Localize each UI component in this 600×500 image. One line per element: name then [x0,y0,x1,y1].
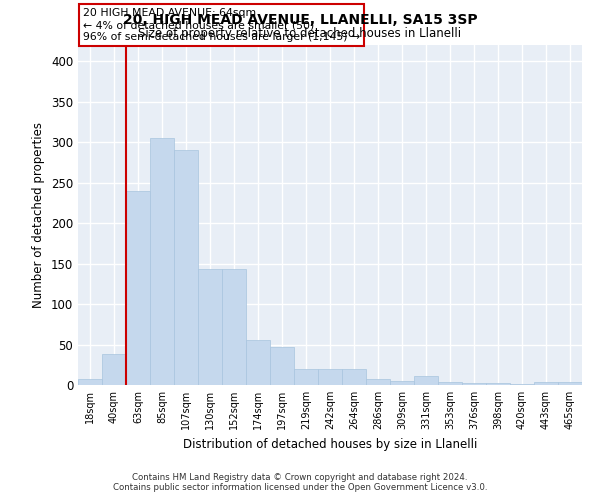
Bar [534,382,558,385]
Bar [342,369,366,385]
Bar [270,347,294,385]
Bar [294,369,318,385]
Text: Size of property relative to detached houses in Llanelli: Size of property relative to detached ho… [139,28,461,40]
Text: 20, HIGH MEAD AVENUE, LLANELLI, SA15 3SP: 20, HIGH MEAD AVENUE, LLANELLI, SA15 3SP [122,12,478,26]
Text: 20 HIGH MEAD AVENUE: 64sqm
← 4% of detached houses are smaller (50)
96% of semi-: 20 HIGH MEAD AVENUE: 64sqm ← 4% of detac… [83,8,360,42]
Bar [246,340,270,385]
Text: Contains HM Land Registry data © Crown copyright and database right 2024.
Contai: Contains HM Land Registry data © Crown c… [113,473,487,492]
Bar [414,376,438,385]
Bar [438,382,462,385]
Bar [366,378,390,385]
Bar [486,382,510,385]
Bar [126,190,150,385]
Bar [390,381,414,385]
Bar [462,384,486,385]
Bar [102,354,126,385]
Bar [222,269,246,385]
X-axis label: Distribution of detached houses by size in Llanelli: Distribution of detached houses by size … [183,438,477,450]
Bar [510,384,534,385]
Bar [150,138,174,385]
Y-axis label: Number of detached properties: Number of detached properties [32,122,46,308]
Bar [318,369,342,385]
Bar [558,382,582,385]
Bar [198,269,222,385]
Bar [78,378,102,385]
Bar [174,150,198,385]
